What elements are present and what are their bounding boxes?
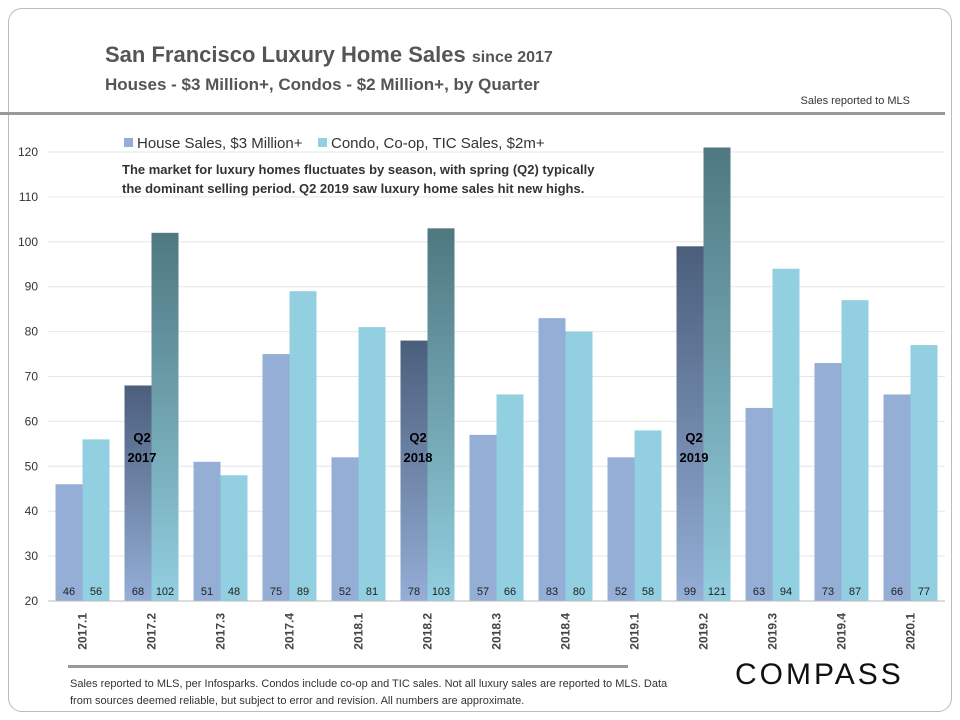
data-label: 51 <box>201 586 213 598</box>
data-label: 52 <box>615 586 627 598</box>
data-label: 121 <box>708 586 726 598</box>
data-label: 81 <box>366 586 378 598</box>
bar-condo <box>565 331 593 601</box>
q2-label: Q2 <box>409 430 426 445</box>
data-label: 68 <box>132 586 144 598</box>
bar-house <box>193 461 221 601</box>
q2-label: Q2 <box>133 430 150 445</box>
x-tick-label: 2018.2 <box>421 613 435 650</box>
q2-label: Q2 <box>685 430 702 445</box>
x-tick-label: 2017.3 <box>214 613 228 650</box>
bar-house <box>469 434 497 601</box>
legend-label: House Sales, $3 Million+ <box>137 135 303 152</box>
x-tick-label: 2018.1 <box>352 613 366 650</box>
bar-condo <box>151 232 179 601</box>
bar-condo <box>634 430 662 601</box>
y-tick-label: 30 <box>25 549 39 563</box>
y-tick-label: 80 <box>25 325 39 339</box>
bar-condo <box>82 439 110 601</box>
legend-swatch <box>124 138 133 147</box>
data-label: 73 <box>822 586 834 598</box>
data-label: 66 <box>504 586 516 598</box>
y-tick-label: 40 <box>25 504 39 518</box>
data-label: 78 <box>408 586 420 598</box>
q2-label: 2017 <box>128 450 157 465</box>
x-tick-label: 2017.1 <box>76 613 90 650</box>
y-tick-label: 120 <box>18 145 38 159</box>
chart-subtitle: Houses - $3 Million+, Condos - $2 Millio… <box>105 75 540 94</box>
bar-house <box>814 363 842 601</box>
compass-logo: COMPASS <box>735 658 904 691</box>
data-label: 89 <box>297 586 309 598</box>
data-label: 83 <box>546 586 558 598</box>
y-tick-label: 100 <box>18 235 38 249</box>
bar-condo <box>841 300 869 601</box>
data-label: 46 <box>63 586 75 598</box>
y-tick-label: 70 <box>25 370 39 384</box>
data-label: 87 <box>849 586 861 598</box>
x-tick-label: 2018.3 <box>490 613 504 650</box>
data-label: 48 <box>228 586 240 598</box>
bar-condo <box>427 228 455 601</box>
data-label: 102 <box>156 586 174 598</box>
x-tick-label: 2019.1 <box>628 613 642 650</box>
data-label: 52 <box>339 586 351 598</box>
bar-condo <box>289 291 317 601</box>
bar-condo <box>772 268 800 601</box>
data-label: 99 <box>684 586 696 598</box>
data-label: 66 <box>891 586 903 598</box>
bar-condo <box>220 475 248 601</box>
data-label: 77 <box>918 586 930 598</box>
footer-text: Sales reported to MLS, per Infosparks. C… <box>70 678 668 707</box>
x-tick-label: 2019.3 <box>766 613 780 650</box>
annotation: The market for luxury homes fluctuates b… <box>122 162 595 177</box>
bar-house <box>400 340 428 601</box>
y-tick-label: 60 <box>25 414 39 428</box>
data-label: 63 <box>753 586 765 598</box>
data-label: 58 <box>642 586 654 598</box>
bar-house <box>676 246 704 602</box>
x-tick-label: 2019.4 <box>835 613 849 650</box>
y-tick-label: 110 <box>19 190 38 204</box>
data-label: 75 <box>270 586 282 598</box>
bar-condo <box>358 327 386 601</box>
x-tick-label: 2020.1 <box>904 613 918 650</box>
bar-house <box>745 407 773 601</box>
y-tick-label: 90 <box>25 280 39 294</box>
bar-house <box>883 394 911 601</box>
legend-label: Condo, Co-op, TIC Sales, $2m+ <box>331 135 545 152</box>
y-tick-label: 20 <box>25 594 39 608</box>
bar-house <box>124 385 152 601</box>
data-label: 56 <box>90 586 102 598</box>
x-tick-label: 2019.2 <box>697 613 711 650</box>
divider <box>0 112 945 115</box>
source-note: Sales reported to MLS <box>800 95 910 107</box>
bar-house <box>607 457 635 601</box>
data-label: 94 <box>780 586 792 598</box>
x-tick-label: 2017.2 <box>145 613 159 650</box>
bar-house <box>55 484 83 601</box>
x-tick-label: 2018.4 <box>559 613 573 650</box>
annotation: the dominant selling period. Q2 2019 saw… <box>122 181 584 196</box>
legend-swatch <box>318 138 327 147</box>
footer-divider <box>68 665 628 668</box>
bar-condo <box>496 394 524 601</box>
q2-label: 2018 <box>404 450 433 465</box>
y-tick-label: 50 <box>25 459 39 473</box>
x-tick-label: 2017.4 <box>283 613 297 650</box>
chart-title: San Francisco Luxury Home Sales since 20… <box>105 42 553 67</box>
data-label: 80 <box>573 586 585 598</box>
bar-house <box>262 354 290 601</box>
bar-condo <box>703 147 731 601</box>
bar-condo <box>910 345 938 601</box>
data-label: 57 <box>477 586 489 598</box>
data-label: 103 <box>432 586 450 598</box>
q2-label: 2019 <box>680 450 709 465</box>
bar-house <box>331 457 359 601</box>
bar-house <box>538 318 566 601</box>
